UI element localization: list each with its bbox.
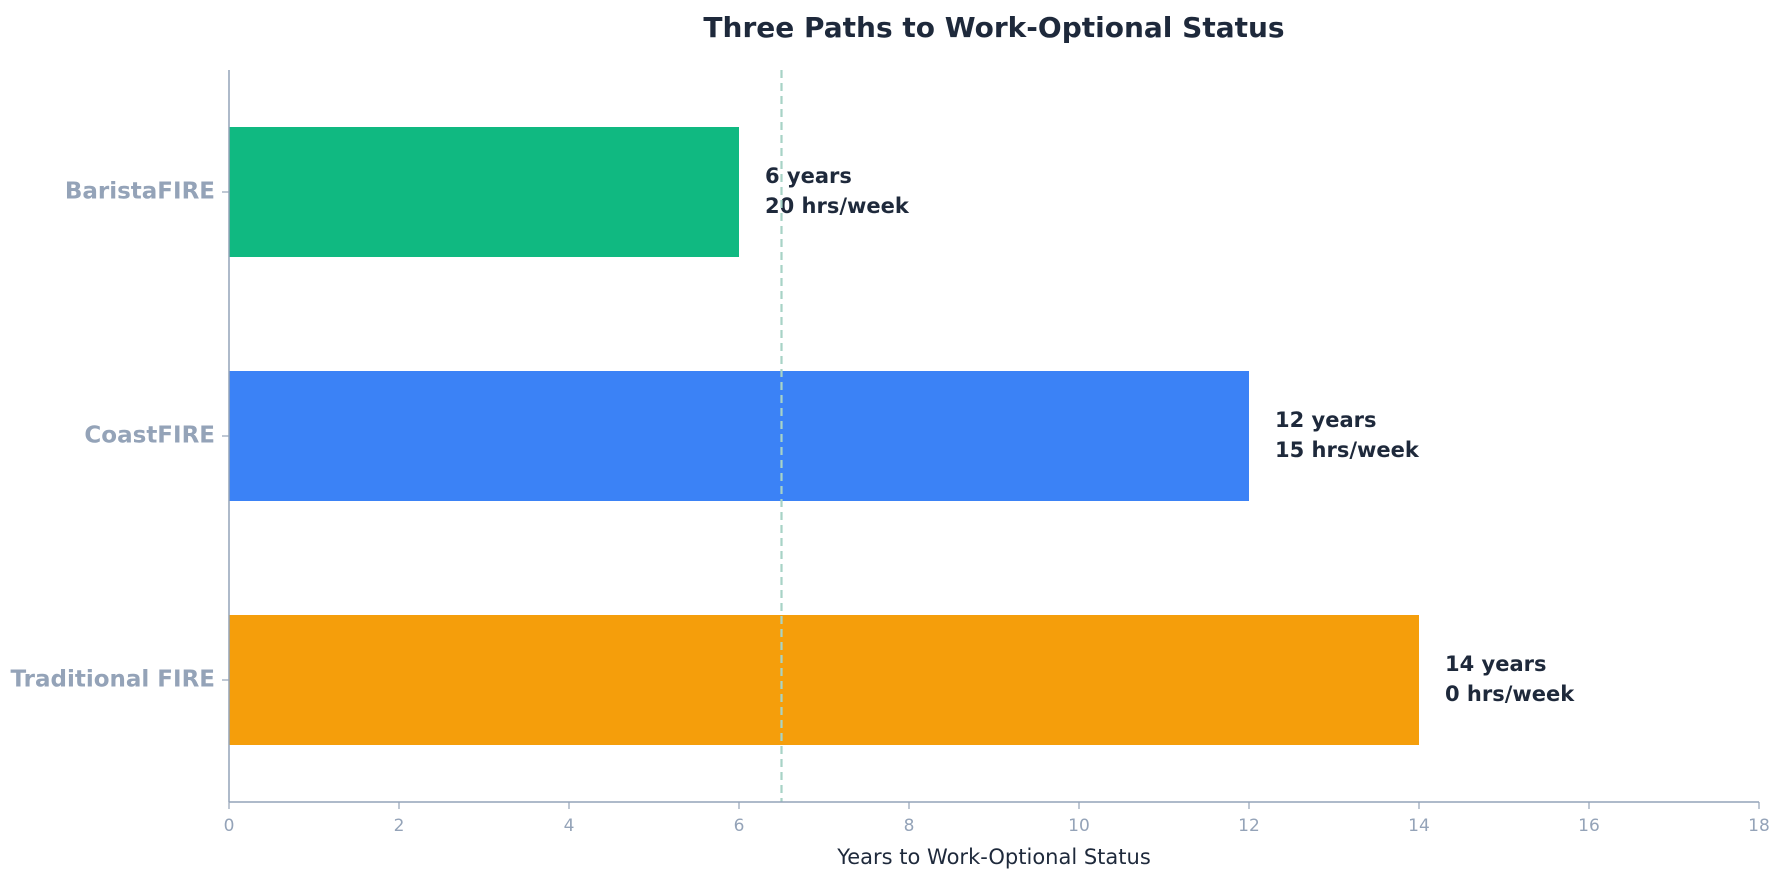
y-tick-label: CoastFIRE: [84, 423, 215, 449]
y-tick-label: BaristaFIRE: [65, 179, 215, 205]
x-tick-label: 2: [394, 816, 405, 836]
x-tick-label: 0: [224, 816, 235, 836]
x-tick-label: 4: [564, 816, 575, 836]
value-label: 6 years: [765, 164, 852, 188]
bar: [229, 371, 1249, 501]
chart-title: Three Paths to Work-Optional Status: [703, 11, 1284, 44]
x-tick-label: 6: [734, 816, 745, 836]
hours-label: 15 hrs/week: [1275, 438, 1420, 462]
value-label: 14 years: [1445, 652, 1547, 676]
x-axis-label: Years to Work-Optional Status: [836, 845, 1151, 869]
bar: [229, 615, 1419, 745]
x-tick-label: 8: [904, 816, 915, 836]
value-label: 12 years: [1275, 408, 1377, 432]
x-tick-label: 14: [1408, 816, 1430, 836]
bar: [229, 127, 739, 257]
x-tick-label: 16: [1578, 816, 1600, 836]
y-tick-label: Traditional FIRE: [10, 667, 215, 693]
hours-label: 0 hrs/week: [1445, 682, 1575, 706]
x-tick-label: 18: [1748, 816, 1770, 836]
x-tick-label: 12: [1238, 816, 1260, 836]
hours-label: 20 hrs/week: [765, 194, 910, 218]
x-tick-label: 10: [1068, 816, 1090, 836]
